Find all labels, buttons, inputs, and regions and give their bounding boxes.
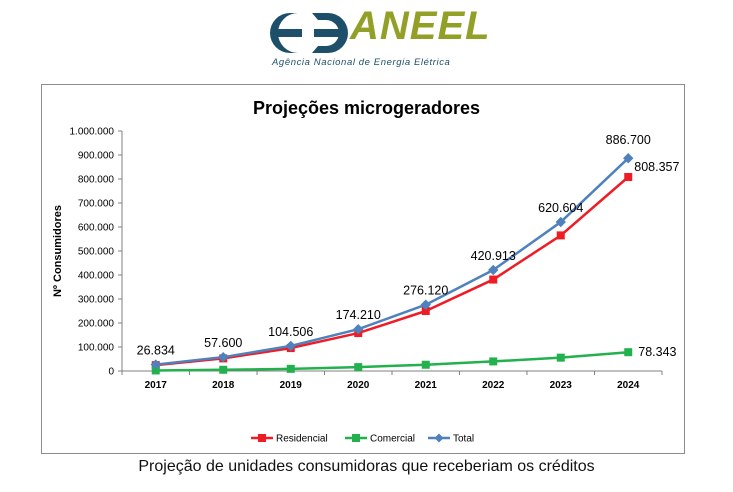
x-tick-label: 2023 — [550, 380, 573, 391]
data-point-residencial — [421, 307, 430, 315]
y-tick-label: 300.000 — [78, 295, 115, 306]
data-point-comercial — [624, 348, 633, 357]
y-tick-label: 100.000 — [78, 343, 115, 354]
x-tick-label: 2022 — [482, 380, 505, 391]
data-point-residencial — [556, 231, 565, 240]
y-tick-label: 400.000 — [78, 271, 115, 282]
x-tick-label: 2018 — [212, 380, 235, 391]
data-label: 78.343 — [638, 345, 676, 359]
y-tick-label: 1.000.000 — [70, 127, 115, 138]
data-label: 886.700 — [606, 133, 651, 147]
data-label: 174.210 — [336, 308, 381, 322]
legend-label-residencial: Residencial — [276, 434, 328, 445]
y-tick-label: 200.000 — [78, 319, 115, 330]
data-point-total — [420, 299, 431, 310]
aneel-logo-mark — [270, 13, 348, 53]
aneel-logo: ANEEL Agência Nacional de Energia Elétri… — [268, 4, 490, 72]
data-point-total — [488, 264, 499, 276]
chart-title: Projeções microgeradores — [252, 98, 481, 118]
y-tick-label: 800.000 — [78, 175, 115, 186]
aneel-logo-text: ANEEL — [350, 4, 491, 48]
legend-marker-total — [434, 433, 444, 443]
data-point-comercial — [421, 360, 430, 369]
series-line-total — [155, 157, 630, 366]
x-tick-label: 2019 — [280, 380, 303, 391]
data-point-total — [285, 340, 296, 352]
legend-label-comercial: Comercial — [370, 434, 415, 445]
y-axis-label: Nº Consumidores — [52, 205, 64, 297]
data-point-comercial — [286, 364, 295, 373]
legend-marker-comercial — [352, 434, 360, 442]
data-point-residencial — [624, 172, 633, 181]
legend-label-total: Total — [453, 434, 474, 445]
data-point-total — [353, 323, 364, 335]
y-tick-label: 0 — [108, 367, 114, 378]
y-tick-label: 700.000 — [78, 199, 115, 210]
data-label: 104.506 — [268, 325, 313, 339]
data-label: 57.600 — [204, 336, 242, 350]
data-point-comercial — [556, 353, 565, 362]
data-label: 26.834 — [137, 344, 175, 358]
data-point-comercial — [219, 365, 228, 374]
data-point-total — [218, 351, 229, 363]
data-point-comercial — [151, 366, 160, 375]
chart-frame — [41, 84, 685, 454]
figure-caption: Projeção de unidades consumidoras que re… — [138, 458, 595, 475]
data-label: 808.357 — [634, 160, 679, 174]
y-tick-label: 600.000 — [78, 223, 115, 234]
series-line-comercial — [155, 350, 629, 372]
data-point-total — [150, 359, 161, 370]
y-tick-label: 900.000 — [78, 151, 115, 162]
data-point-total — [555, 216, 566, 228]
data-point-comercial — [489, 357, 498, 366]
legend-marker-residencial — [258, 434, 266, 442]
data-label: 620.604 — [538, 201, 583, 215]
x-tick-label: 2020 — [347, 380, 370, 391]
series-line-residencial — [155, 176, 630, 367]
x-tick-label: 2024 — [617, 380, 640, 391]
data-point-comercial — [354, 363, 363, 372]
data-point-residencial — [489, 275, 498, 284]
data-label: 420.913 — [471, 249, 516, 263]
y-tick-label: 500.000 — [78, 247, 115, 258]
data-label: 276.120 — [403, 284, 448, 298]
aneel-logo-subtitle: Agência Nacional de Energia Elétrica — [272, 57, 451, 68]
data-point-total — [623, 152, 634, 164]
x-tick-label: 2017 — [145, 380, 168, 391]
x-tick-label: 2021 — [415, 380, 438, 391]
